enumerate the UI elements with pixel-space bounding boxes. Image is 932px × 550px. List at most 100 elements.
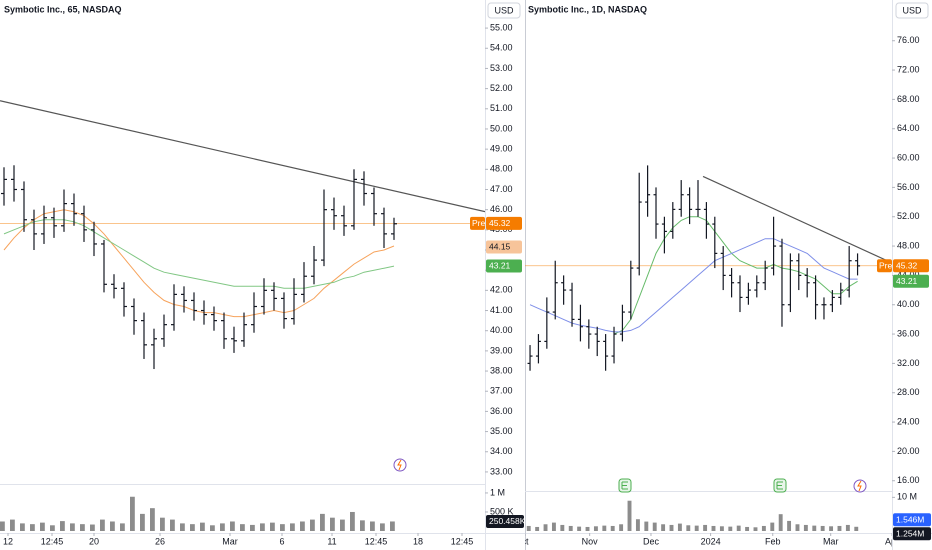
y-tick-label: 32.00 [897,358,920,368]
volume-bar [736,525,741,531]
price-tag [893,274,929,288]
y-tick-label: 54.00 [490,43,513,53]
right-plot: ct Nov Dec 2024 Feb Mar Apr [525,165,892,546]
y-tick-label: 36.00 [490,406,513,416]
volume-bar [70,523,75,531]
volume-bar [829,526,834,531]
y-tick-label: 36.00 [897,328,920,338]
y-tick-label: 76.00 [897,35,920,45]
y-tick-label: 48.00 [490,164,513,174]
currency[interactable]: USD [494,5,514,15]
volume-bar [240,524,245,531]
volume-bar [280,524,285,531]
volume-bar [380,523,385,531]
currency[interactable]: USD [902,5,922,15]
volume-bar [761,525,766,531]
volume-bar [130,496,135,531]
price-tag [893,527,931,541]
x-tick-label: 20 [89,536,99,546]
pre-tag-label: Pre [879,260,893,270]
y-tick-label: 52.00 [490,83,513,93]
moving-average [3,209,395,318]
volume-bar [80,524,85,531]
volume-bar [10,519,15,531]
volume-bar [845,524,850,531]
moving-average [3,219,395,289]
volume-bar [340,519,345,531]
volume-bar [669,524,674,531]
volume-bar [661,524,666,531]
volume-bar [160,517,165,531]
left-plot: 12 12:45 20 26 Mar 6 11 12:45 18 12:45 [0,100,485,546]
volume-bar [854,526,859,531]
earnings-icon[interactable] [618,478,632,493]
volume-bar [619,524,624,531]
volume-bar [170,519,175,531]
volume-bar [390,521,395,531]
volume-bar [543,524,548,531]
y-tick-label: 52.00 [897,211,920,221]
volume-bar [50,525,55,531]
volume-bar [644,521,649,531]
price-tag [893,259,929,273]
x-tick-label: Feb [765,536,781,546]
x-tick-label: Mar [222,536,238,546]
earnings-icon[interactable] [773,478,787,493]
volume-bar [60,521,65,531]
x-tick-label: Mar [823,536,839,546]
x-tick-label: 12:45 [365,536,388,546]
volume-bar [635,519,640,531]
price-tag [893,513,931,527]
price-tag-label: 43.21 [489,261,511,271]
volume-bar [820,525,825,531]
x-tick-label: 12 [3,536,13,546]
volume-bar [593,526,598,531]
volume-bar [745,526,750,531]
volume-bar [350,511,355,531]
moving-average [529,238,858,333]
y-tick-label: 24.00 [897,416,920,426]
volume-bar [230,521,235,531]
x-tick-label: 12:45 [451,536,474,546]
y-tick-label: 42.00 [490,285,513,295]
volume-bar [602,525,607,531]
price-tag-label: 45.32 [896,260,918,270]
price-tag-label: 45.32 [489,218,511,228]
chart-title: Symbotic Inc., 65, NASDAQ [4,4,122,14]
y-tick-label: 41.00 [490,305,513,315]
volume-bar [150,508,155,531]
y-tick-label: 56.00 [897,182,920,192]
volume-bar [20,523,25,531]
events-icon[interactable] [393,458,407,472]
volume-bar [610,525,615,531]
y-tick-label: 37.00 [490,386,513,396]
price-tag-label: 1.254M [896,529,924,539]
currency-button[interactable] [895,2,929,19]
volume-bar [526,525,531,531]
y-tick-label: 35.00 [490,426,513,436]
volume-bar [711,525,716,531]
volume-bar [330,517,335,531]
volume-bar [535,526,540,531]
currency-button[interactable] [487,2,521,19]
x-tick-label: 18 [413,536,423,546]
events-icon[interactable] [853,479,867,493]
volume-bar [787,520,792,531]
y-tick-label: 47.00 [490,184,513,194]
volume-bar [728,526,733,531]
pre-tag-label: Pre [472,218,486,228]
volume-tick-label: 500 K [490,506,514,516]
y-tick-label: 60.00 [897,152,920,162]
y-tick-label: 55.00 [490,22,513,32]
volume-bar [270,522,275,531]
price-tag-label: 1.546M [896,515,924,525]
volume-bar [686,525,691,531]
volume-bar [140,513,145,531]
y-tick-label: 53.00 [490,63,513,73]
moving-average [613,216,858,335]
volume-bar [100,519,105,531]
volume-bar [120,523,125,531]
trendline [702,175,892,264]
volume-bar [652,522,657,531]
